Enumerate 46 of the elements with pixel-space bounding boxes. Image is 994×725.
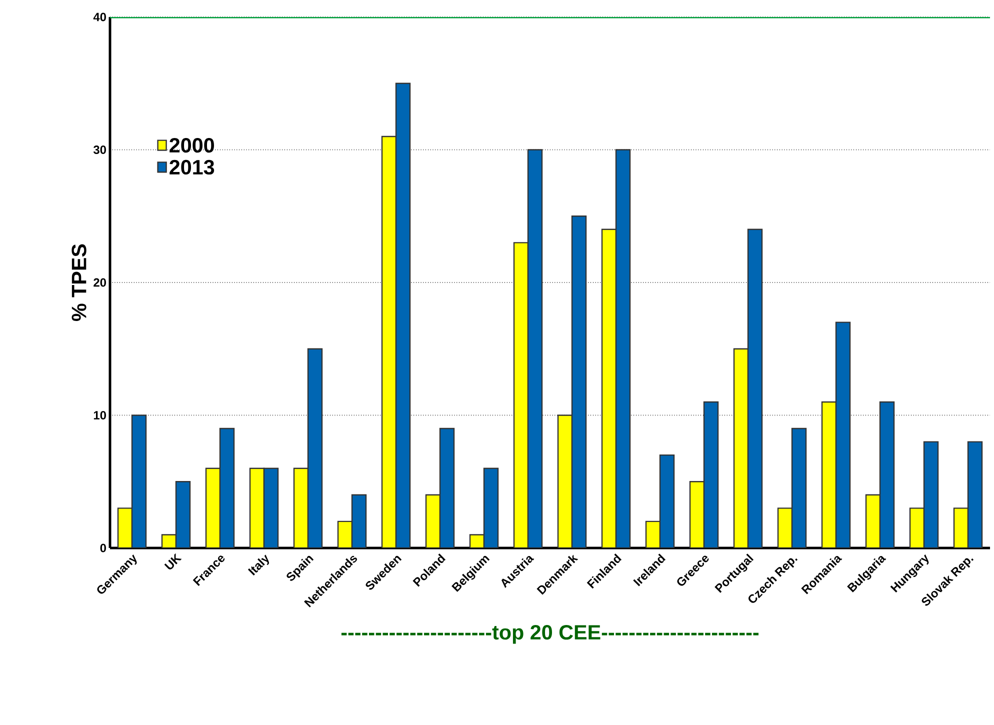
bar	[703, 401, 719, 548]
bar	[571, 216, 587, 548]
bar	[351, 494, 367, 548]
x-tick-label: UK	[164, 553, 182, 570]
bar	[879, 401, 895, 548]
bar	[395, 82, 411, 548]
bar	[293, 468, 309, 548]
y-tick-label: 30	[93, 146, 106, 154]
bar	[175, 481, 191, 548]
y-tick-label: 40	[93, 12, 106, 22]
bar	[117, 508, 133, 548]
bar	[219, 428, 235, 548]
bar	[659, 454, 675, 548]
bar	[263, 468, 279, 548]
bar	[689, 481, 705, 548]
y-tick-label: 0	[100, 544, 106, 552]
legend-label: 2013	[170, 160, 214, 175]
bar	[733, 348, 749, 548]
bar	[439, 428, 455, 548]
bar	[557, 414, 573, 548]
bar	[381, 136, 397, 548]
bar	[865, 494, 881, 548]
bar	[601, 228, 617, 548]
bar	[923, 441, 939, 548]
bar	[909, 508, 925, 548]
bar	[205, 468, 221, 548]
bar	[967, 441, 983, 548]
bar	[615, 149, 631, 548]
y-tick-label: 10	[94, 411, 106, 420]
bar	[513, 242, 529, 548]
bar	[777, 508, 793, 548]
bar	[791, 428, 807, 548]
bar	[131, 414, 147, 548]
y-tick-label: 20	[94, 278, 106, 287]
bar	[527, 149, 543, 548]
bar	[747, 228, 763, 548]
bar	[307, 348, 323, 548]
bar	[953, 508, 969, 548]
x-axis-title: ----------------------top 20 CEE-----------------------	[341, 625, 758, 644]
bar	[821, 401, 837, 548]
bar	[249, 468, 265, 548]
bar	[483, 468, 499, 548]
y-axis-title: % TPES	[72, 244, 86, 322]
bar	[425, 494, 441, 548]
bar	[835, 322, 851, 548]
legend-label: 2000	[170, 138, 214, 153]
